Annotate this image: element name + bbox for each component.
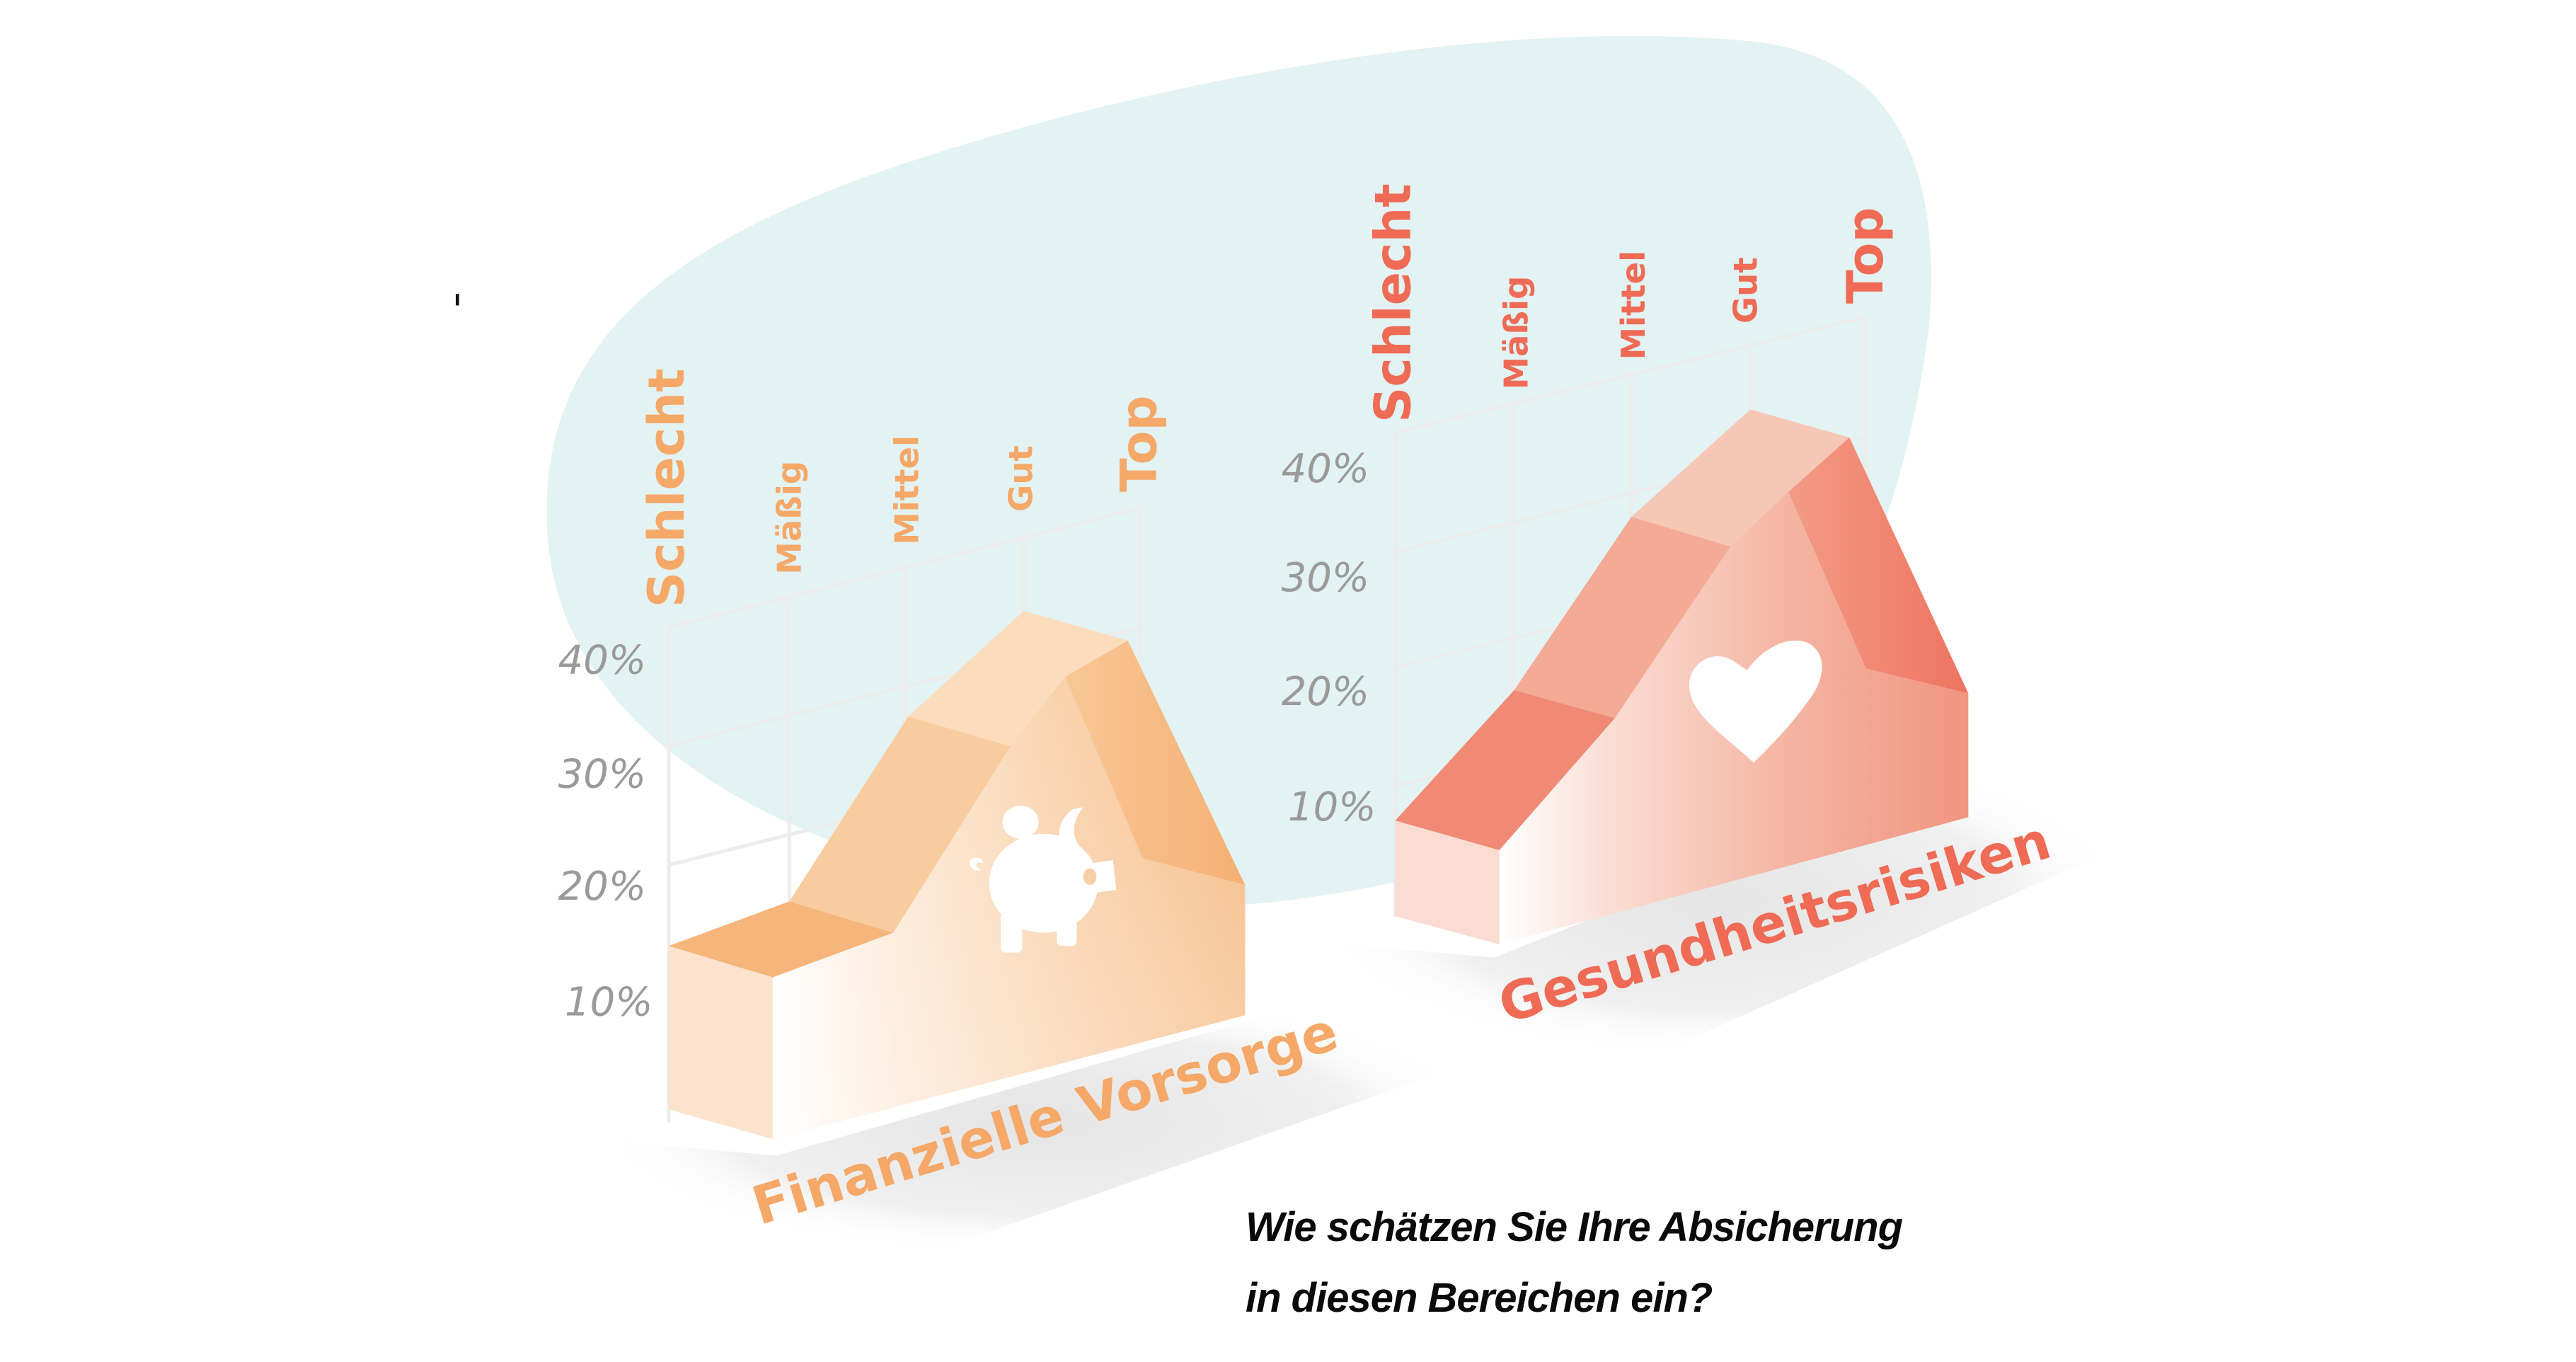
health-category-massig: Mäßig	[1497, 276, 1536, 390]
finance-tick-40: 40%	[558, 638, 646, 684]
finance-category-top: Top	[1110, 395, 1168, 492]
health-category-mittel: Mittel	[1615, 251, 1653, 360]
health-category-top: Top	[1836, 207, 1894, 304]
finance-3d-area	[669, 610, 1246, 1140]
finance-tick-10: 10%	[565, 979, 652, 1025]
health-tick-20: 20%	[1282, 669, 1369, 715]
piggy-bank-icon	[970, 806, 1117, 953]
health-tick-10: 10%	[1288, 784, 1376, 830]
finance-category-massig: Mäßig	[771, 461, 810, 575]
health-category-gut: Gut	[1727, 257, 1766, 324]
health-3d-area	[1395, 409, 1969, 944]
question-line-1: Wie schätzen Sie Ihre Absicherung	[1246, 1204, 1903, 1250]
finance-category-schlecht: Schlecht	[638, 368, 696, 607]
heart-icon	[1689, 640, 1822, 763]
stray-mark	[456, 294, 459, 306]
finance-tick-20: 20%	[558, 864, 646, 910]
health-category-schlecht: Schlecht	[1364, 183, 1422, 423]
finance-category-mittel: Mittel	[888, 435, 926, 545]
finance-floor-shadow	[594, 990, 1486, 1255]
health-tick-40: 40%	[1282, 446, 1369, 492]
finance-category-gut: Gut	[1002, 445, 1040, 512]
question-line-2: in diesen Bereichen ein?	[1246, 1275, 1713, 1321]
health-tick-30: 30%	[1282, 555, 1369, 601]
finance-tick-30: 30%	[558, 751, 646, 797]
